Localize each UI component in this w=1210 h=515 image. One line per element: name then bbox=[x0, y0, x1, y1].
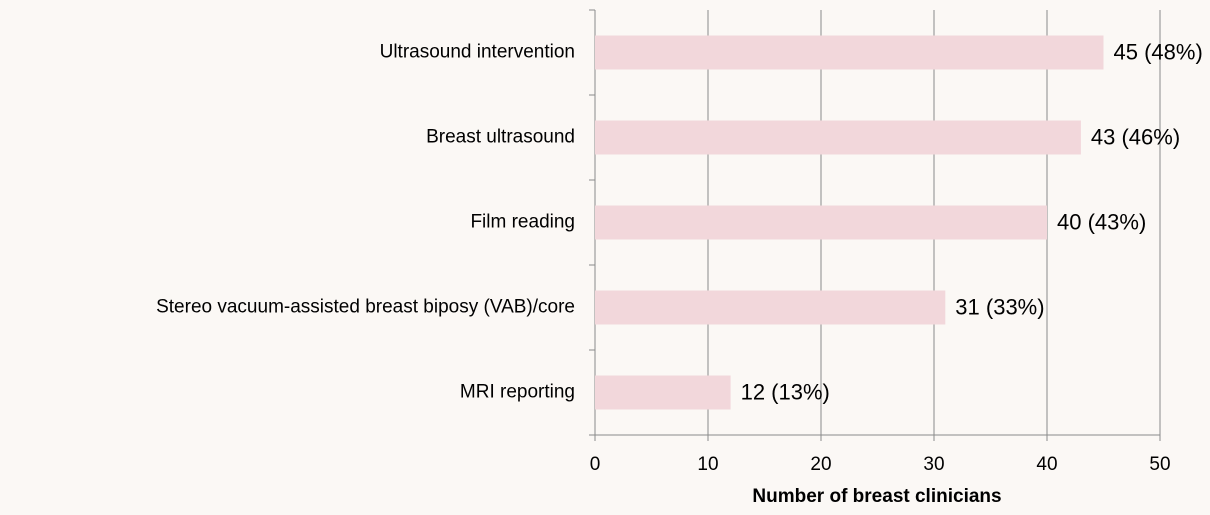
value-label: 31 (33%) bbox=[955, 294, 1044, 319]
y-tick-label: MRI reporting bbox=[460, 382, 575, 403]
value-label: 43 (46%) bbox=[1091, 124, 1180, 149]
bar bbox=[595, 35, 1104, 70]
y-tick-label: Film reading bbox=[470, 212, 575, 233]
x-tick-label: 30 bbox=[923, 454, 944, 475]
y-tick-label: Ultrasound intervention bbox=[380, 42, 575, 63]
bar bbox=[595, 120, 1081, 155]
x-tick-label: 50 bbox=[1149, 454, 1170, 475]
bar bbox=[595, 375, 731, 410]
value-label: 45 (48%) bbox=[1114, 39, 1203, 64]
x-tick-label: 10 bbox=[697, 454, 718, 475]
bar bbox=[595, 205, 1047, 240]
value-label: 40 (43%) bbox=[1057, 209, 1146, 234]
y-tick-label: Stereo vacuum-assisted breast biposy (VA… bbox=[156, 297, 575, 318]
value-label: 12 (13%) bbox=[741, 379, 830, 404]
x-axis-title: Number of breast clinicians bbox=[752, 486, 1001, 507]
x-tick-label: 0 bbox=[590, 454, 601, 475]
bar bbox=[595, 290, 946, 325]
x-tick-label: 20 bbox=[810, 454, 831, 475]
y-tick-label: Breast ultrasound bbox=[426, 127, 575, 148]
x-tick-label: 40 bbox=[1036, 454, 1057, 475]
